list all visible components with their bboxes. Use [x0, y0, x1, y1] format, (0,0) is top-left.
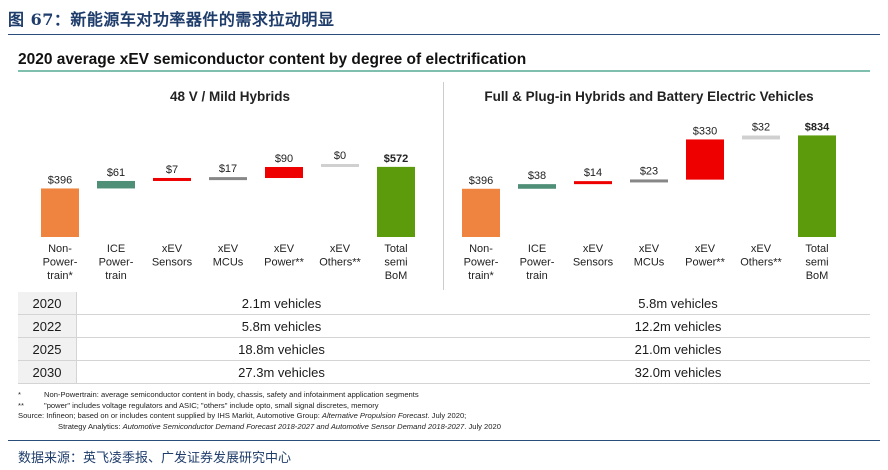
- category-label-0-0: Non-: [48, 243, 72, 255]
- data-label-1-3: $23: [640, 165, 658, 177]
- data-label-0-2: $7: [166, 164, 178, 176]
- footnote-1: * Non-Powertrain: average semiconductor c…: [18, 390, 419, 399]
- bar-0-4: [265, 166, 303, 179]
- category-label-0-4: xEV: [274, 243, 295, 255]
- source-note-2: Strategy Analytics: Automotive Semicondu…: [58, 421, 501, 431]
- waterfall-charts: $396 Non- Power-train* $61 ICE Power-train $7 x…: [41, 121, 836, 282]
- category-label-0-2: xEV: [162, 243, 183, 255]
- category-label-1-0: Power-: [464, 257, 499, 269]
- top-rule: [8, 34, 880, 35]
- category-label-0-1: Power-: [99, 257, 134, 269]
- category-label-1-0: train*: [468, 270, 494, 282]
- panel-title-mild: 48 V / Mild Hybrids: [169, 89, 291, 104]
- category-label-1-6: Total: [805, 243, 828, 255]
- category-label-1-3: MCUs: [634, 257, 665, 269]
- data-label-0-4: $90: [275, 153, 293, 165]
- data-label-1-2: $14: [584, 167, 602, 179]
- chart-subtitle: 2020 average xEV semiconductor content b…: [18, 51, 527, 68]
- panel-title-full: Full & Plug-in Hybrids and Battery Elect…: [484, 89, 814, 104]
- data-label-0-1: $61: [107, 167, 125, 179]
- year-cell: 2030: [18, 360, 77, 384]
- mild-volume-cell: 2.1m vehicles: [76, 292, 486, 315]
- category-label-1-5: xEV: [751, 243, 772, 255]
- bar-0-2: [153, 177, 191, 181]
- mild-volume-cell: 18.8m vehicles: [76, 337, 486, 361]
- footnote-2: ** "power" includes voltage regulators an…: [18, 400, 379, 410]
- category-label-1-0: Non-: [469, 243, 493, 255]
- category-label-1-3: xEV: [639, 243, 660, 255]
- category-label-1-6: semi: [805, 257, 828, 269]
- year-cell: 2022: [18, 314, 77, 338]
- category-label-0-6: semi: [384, 257, 407, 269]
- full-volume-cell: 32.0m vehicles: [486, 360, 870, 384]
- year-cell: 2020: [18, 292, 77, 315]
- category-label-1-5: Others**: [740, 257, 782, 269]
- data-label-1-1: $38: [528, 170, 546, 182]
- bar-0-6: [377, 166, 415, 237]
- bar-1-6: [798, 135, 836, 237]
- full-volume-cell: 12.2m vehicles: [486, 314, 870, 338]
- bar-0-3: [209, 177, 247, 181]
- vehicle-volume-table: 2020 2.1m vehicles 5.8m vehicles 2022 5.…: [18, 292, 870, 384]
- bottom-rule: [8, 440, 880, 441]
- category-label-0-6: Total: [384, 243, 407, 255]
- bar-1-4: [686, 139, 724, 180]
- full-volume-cell: 5.8m vehicles: [486, 292, 870, 315]
- data-label-0-3: $17: [219, 163, 237, 175]
- table-row: 2025 18.8m vehicles 21.0m vehicles: [18, 337, 870, 361]
- category-label-1-2: Sensors: [573, 257, 614, 269]
- mild-volume-cell: 27.3m vehicles: [76, 360, 486, 384]
- bar-0-1: [97, 180, 135, 189]
- data-label-1-4: $330: [693, 125, 717, 137]
- category-label-0-6: BoM: [385, 270, 408, 282]
- category-label-0-3: xEV: [218, 243, 239, 255]
- footnotes: * Non-Powertrain: average semiconductor c…: [18, 390, 501, 432]
- bar-1-2: [574, 181, 612, 185]
- bar-1-5: [742, 135, 780, 140]
- bar-0-5: [321, 163, 359, 167]
- table-row: 2030 27.3m vehicles 32.0m vehicles: [18, 360, 870, 384]
- category-label-0-0: Power-: [43, 257, 78, 269]
- category-label-0-3: MCUs: [213, 257, 244, 269]
- data-label-0-5: $0: [334, 150, 346, 162]
- data-source: 数据来源：英飞凌季报、广发证券发展研究中心: [18, 451, 292, 466]
- category-label-0-5: Others**: [319, 257, 361, 269]
- bar-1-0: [462, 188, 500, 237]
- category-label-1-1: ICE: [528, 243, 546, 255]
- bar-0-0: [41, 188, 79, 237]
- category-label-0-1: train: [105, 270, 126, 282]
- data-label-1-0: $396: [469, 175, 493, 187]
- panel-divider: [443, 82, 444, 290]
- category-label-0-4: Power**: [264, 257, 304, 269]
- year-cell: 2025: [18, 337, 77, 361]
- source-note-1: Source: Infineon; based on or includes c…: [18, 411, 467, 421]
- category-label-1-1: train: [526, 270, 547, 282]
- category-label-1-2: xEV: [583, 243, 604, 255]
- mild-volume-cell: 5.8m vehicles: [76, 314, 486, 338]
- category-label-0-0: train*: [47, 270, 73, 282]
- table-row: 2022 5.8m vehicles 12.2m vehicles: [18, 314, 870, 338]
- data-label-0-0: $396: [48, 174, 72, 186]
- subtitle-rule: [18, 70, 870, 72]
- category-label-1-4: xEV: [695, 243, 716, 255]
- bar-1-3: [630, 179, 668, 183]
- category-label-1-6: BoM: [806, 270, 829, 282]
- data-label-1-5: $32: [752, 122, 770, 134]
- bar-1-1: [518, 184, 556, 189]
- category-label-0-5: xEV: [330, 243, 351, 255]
- category-label-0-1: ICE: [107, 243, 125, 255]
- table-row: 2020 2.1m vehicles 5.8m vehicles: [18, 292, 870, 315]
- category-label-0-2: Sensors: [152, 257, 193, 269]
- category-label-1-4: Power**: [685, 257, 725, 269]
- full-volume-cell: 21.0m vehicles: [486, 337, 870, 361]
- figure-title: 图 67：新能源车对功率器件的需求拉动明显: [8, 10, 335, 29]
- category-label-1-1: Power-: [520, 257, 555, 269]
- data-label-0-6: $572: [384, 153, 408, 165]
- data-label-1-6: $834: [805, 121, 830, 133]
